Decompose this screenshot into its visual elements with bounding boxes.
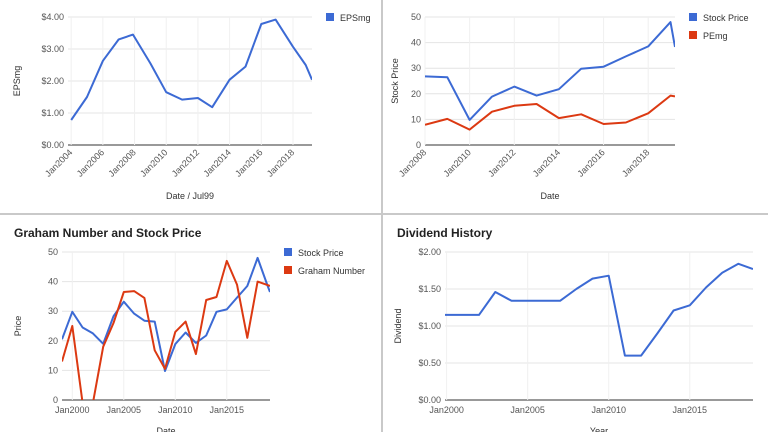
graham-chart-panel: Graham Number and Stock Price 0 10 20 30 40 50… xyxy=(0,215,381,432)
x-axis-label: Date xyxy=(540,191,559,201)
series-line-epsmg xyxy=(70,18,312,121)
legend-swatch xyxy=(326,13,334,21)
y-tick-label: $1.00 xyxy=(41,108,64,118)
dividend-chart: Dividend History $0.00 $0.50 $1.00 $1.50 $2.0… xyxy=(393,226,753,432)
eps-chart-panel: EPSmg$0.00$1.00$2.00$3.00$4.00Jan2004Jan… xyxy=(0,0,381,213)
chart-title: Dividend History xyxy=(397,226,493,240)
y-tick-label: $4.00 xyxy=(41,12,64,22)
y-axis-label: Dividend xyxy=(393,308,403,343)
series-line-stock-price xyxy=(62,256,270,372)
y-tick-label: $2.00 xyxy=(41,76,64,86)
legend-swatch xyxy=(284,266,292,274)
legend-label: Stock Price xyxy=(703,13,749,23)
series-line-graham-number xyxy=(62,259,270,400)
x-axis-label: Date xyxy=(156,426,175,432)
y-tick-label: $0.00 xyxy=(418,395,441,405)
y-tick-label: $0.50 xyxy=(418,358,441,368)
y-tick-label: 0 xyxy=(416,140,421,150)
x-tick-label: Jan2006 xyxy=(75,147,106,178)
y-tick-label: 20 xyxy=(411,89,421,99)
legend-label: PEmg xyxy=(703,31,728,41)
x-tick-label: Jan2015 xyxy=(673,405,708,415)
chart-title: Graham Number and Stock Price xyxy=(14,226,202,240)
legend-label: EPSmg xyxy=(340,13,371,23)
x-axis-label: Year xyxy=(590,426,608,432)
y-tick-label: 40 xyxy=(48,277,58,287)
series-line-dividend xyxy=(445,262,753,357)
y-tick-label: 0 xyxy=(53,395,58,405)
x-tick-label: Jan2010 xyxy=(441,147,472,178)
x-tick-label: Jan2010 xyxy=(591,405,626,415)
x-tick-label: Jan2005 xyxy=(107,405,142,415)
price-pe-chart-panel: Price and PEmg01020304050Jan2008Jan2010J… xyxy=(383,0,768,213)
dividend-chart-panel: Dividend History $0.00 $0.50 $1.00 $1.50 $2.0… xyxy=(383,215,768,432)
x-tick-label: Jan2010 xyxy=(138,147,169,178)
y-tick-label: 10 xyxy=(411,114,421,124)
y-tick-label: 10 xyxy=(48,365,58,375)
y-axis-label: EPSmg xyxy=(12,66,22,97)
x-tick-label: Jan2004 xyxy=(43,147,74,178)
legend-swatch xyxy=(284,248,292,256)
y-tick-label: 50 xyxy=(48,247,58,257)
y-tick-label: 30 xyxy=(48,306,58,316)
graham-chart: Graham Number and Stock Price 0 10 20 30 40 50… xyxy=(13,226,365,432)
x-tick-label: Jan2015 xyxy=(209,405,244,415)
x-tick-label: Jan2014 xyxy=(531,147,562,178)
x-tick-label: Jan2018 xyxy=(620,147,651,178)
y-tick-label: $3.00 xyxy=(41,44,64,54)
eps-chart: EPSmg$0.00$1.00$2.00$3.00$4.00Jan2004Jan… xyxy=(12,12,371,201)
legend-label: Stock Price xyxy=(298,248,344,258)
horizontal-divider xyxy=(0,213,768,215)
legend-label: Graham Number xyxy=(298,266,365,276)
x-tick-label: Jan2018 xyxy=(265,147,296,178)
y-tick-label: 20 xyxy=(48,336,58,346)
y-axis-label: Price xyxy=(13,316,23,337)
x-tick-label: Jan2014 xyxy=(201,147,232,178)
y-tick-label: 30 xyxy=(411,63,421,73)
x-tick-label: Jan2005 xyxy=(510,405,545,415)
y-tick-label: $1.00 xyxy=(418,321,441,331)
x-tick-label: Jan2012 xyxy=(170,147,201,178)
x-tick-label: Jan2008 xyxy=(397,147,428,178)
legend-swatch xyxy=(689,13,697,21)
x-tick-label: Jan2010 xyxy=(158,405,193,415)
price-pe-chart: Price and PEmg01020304050Jan2008Jan2010J… xyxy=(390,12,749,201)
series-line-pemg xyxy=(425,94,675,131)
y-tick-label: 50 xyxy=(411,12,421,22)
x-tick-label: Jan2000 xyxy=(429,405,464,415)
x-axis-label: Date / Jul99 xyxy=(166,191,214,201)
y-tick-label: $1.50 xyxy=(418,284,441,294)
series-line-stock-price xyxy=(425,21,675,121)
x-tick-label: Jan2008 xyxy=(106,147,137,178)
legend-swatch xyxy=(689,31,697,39)
x-tick-label: Jan2000 xyxy=(55,405,90,415)
y-axis-label: Stock Price xyxy=(390,58,400,104)
x-tick-label: Jan2016 xyxy=(233,147,264,178)
x-tick-label: Jan2012 xyxy=(486,147,517,178)
x-tick-label: Jan2016 xyxy=(575,147,606,178)
y-tick-label: 40 xyxy=(411,38,421,48)
y-tick-label: $2.00 xyxy=(418,247,441,257)
y-tick-label: $0.00 xyxy=(41,140,64,150)
vertical-divider xyxy=(381,0,383,432)
